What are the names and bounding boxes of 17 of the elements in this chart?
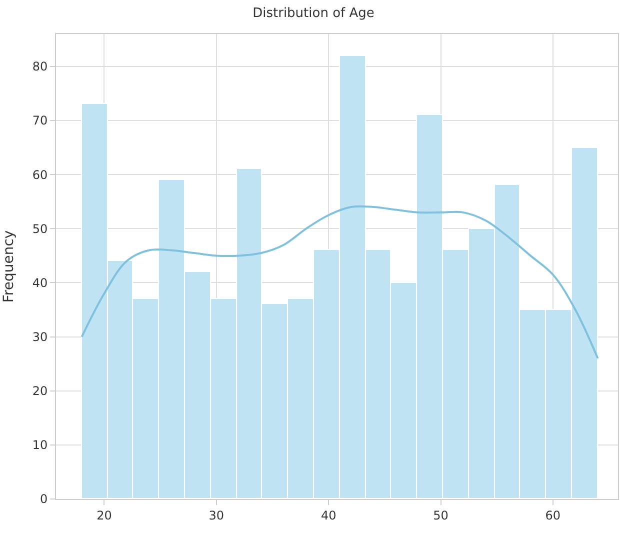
x-tick-label: 20 bbox=[96, 508, 112, 522]
y-tick-label: 80 bbox=[32, 60, 48, 74]
line-series bbox=[80, 205, 599, 360]
y-axis-title: Frequency bbox=[0, 230, 17, 303]
x-tick-label: 40 bbox=[320, 508, 336, 522]
x-tick-label: 30 bbox=[208, 508, 224, 522]
y-tick-label: 0 bbox=[40, 492, 48, 506]
y-tick-label: 60 bbox=[32, 168, 48, 182]
y-tick-label: 20 bbox=[32, 384, 48, 398]
y-tick-label: 50 bbox=[32, 222, 48, 236]
chart-title: Distribution of Age bbox=[252, 6, 374, 22]
x-tick-label: 60 bbox=[545, 508, 561, 522]
y-tick-label: 40 bbox=[32, 276, 48, 290]
y-tick-label: 70 bbox=[32, 114, 48, 128]
y-tick-label: 30 bbox=[32, 330, 48, 344]
y-tick-label: 10 bbox=[32, 438, 48, 452]
x-tick-label: 50 bbox=[433, 508, 448, 522]
